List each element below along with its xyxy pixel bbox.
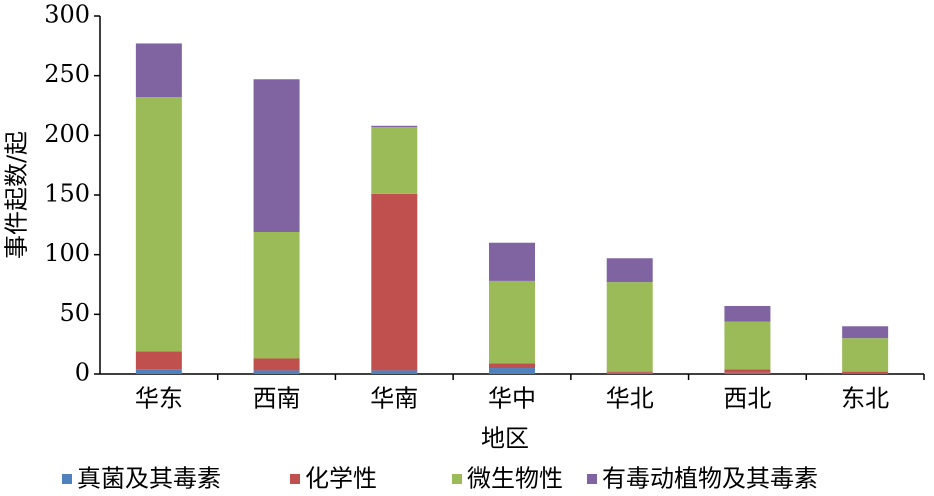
legend-swatch	[290, 474, 300, 484]
bar-segment	[135, 43, 182, 98]
legend-swatch	[452, 474, 462, 484]
x-tick-label: 华南	[370, 385, 418, 413]
y-tick-label: 100	[44, 239, 90, 267]
bar-segment	[489, 368, 535, 374]
x-tick-label: 华北	[606, 385, 654, 413]
y-tick-label: 150	[44, 180, 90, 208]
y-tick-label: 250	[44, 60, 90, 88]
bar-segment	[724, 321, 771, 370]
bar-segment	[371, 125, 418, 127]
x-tick-label: 西北	[723, 385, 771, 413]
bar-segment	[489, 363, 535, 369]
legend-label: 微生物性	[467, 465, 563, 493]
x-tick-label: 西南	[253, 385, 301, 413]
y-axis-label: 事件起数/起	[3, 131, 31, 259]
legend-label: 化学性	[305, 465, 377, 493]
bar-segment	[371, 193, 418, 371]
bar-segment	[253, 370, 300, 374]
y-tick-label: 50	[59, 299, 90, 327]
bar-segment	[135, 97, 182, 352]
bar-segment	[253, 231, 300, 359]
bar-segment	[724, 369, 771, 373]
bar-segment	[842, 326, 889, 339]
bar-segment	[135, 369, 182, 374]
bar-segment	[489, 242, 535, 281]
legend-swatch	[62, 474, 72, 484]
legend-label: 有毒动植物及其毒素	[602, 465, 818, 493]
x-axis-label: 地区	[481, 425, 529, 453]
x-tick-label: 华东	[135, 385, 183, 413]
y-tick-label: 200	[44, 120, 90, 148]
bar-segment	[606, 282, 653, 372]
bar-segment	[724, 305, 771, 322]
bar-segment	[606, 372, 653, 374]
y-tick-label: 300	[44, 1, 90, 29]
x-tick-label: 华中	[488, 385, 536, 413]
bar-segment	[724, 372, 771, 374]
bar-segment	[253, 358, 300, 371]
legend-label: 真菌及其毒素	[77, 465, 221, 493]
bar-segment	[606, 258, 653, 283]
bar-segment	[371, 370, 418, 374]
bar-segment	[842, 338, 889, 372]
bar-segment	[253, 79, 300, 232]
bar-segment	[135, 351, 182, 370]
bar-segment	[842, 371, 889, 374]
x-tick-label: 东北	[841, 385, 889, 413]
y-tick-label: 0	[75, 359, 90, 387]
legend-swatch	[587, 474, 597, 484]
bar-segment	[489, 280, 535, 364]
bar-segment	[606, 371, 653, 373]
bar-segment	[371, 126, 418, 194]
